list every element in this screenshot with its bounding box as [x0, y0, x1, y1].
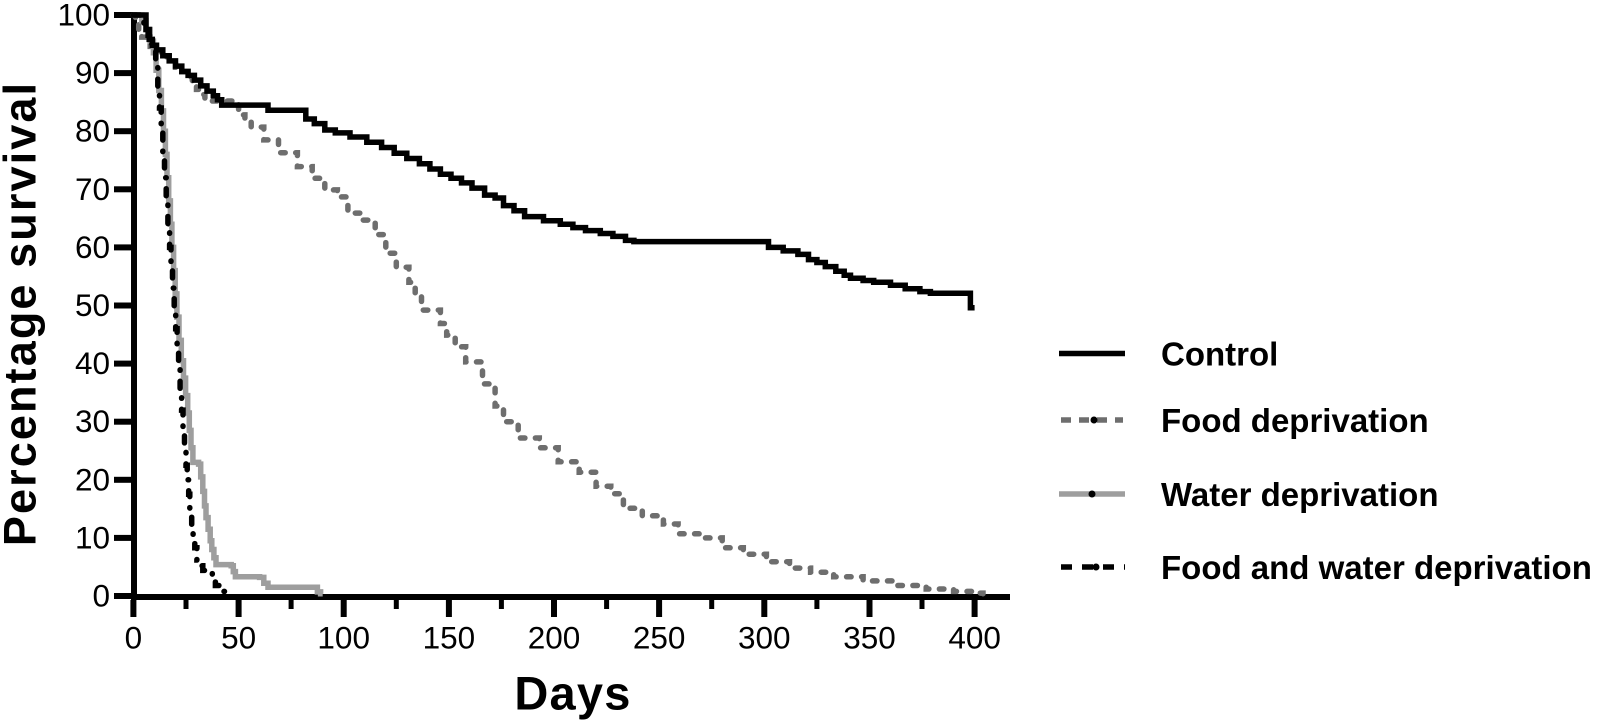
svg-text:100: 100	[57, 0, 110, 33]
svg-text:10: 10	[75, 519, 110, 555]
svg-text:Food deprivation: Food deprivation	[1161, 402, 1429, 439]
svg-text:300: 300	[738, 620, 791, 656]
svg-text:200: 200	[528, 620, 581, 656]
svg-text:Water deprivation: Water deprivation	[1161, 476, 1439, 513]
svg-text:Food and water deprivation: Food and water deprivation	[1161, 549, 1592, 586]
svg-text:20: 20	[75, 461, 110, 497]
svg-text:Percentage survival: Percentage survival	[0, 81, 46, 546]
svg-text:80: 80	[75, 113, 110, 149]
svg-text:70: 70	[75, 171, 110, 207]
svg-text:400: 400	[948, 620, 1001, 656]
svg-text:Days: Days	[514, 667, 631, 720]
svg-text:0: 0	[125, 620, 143, 656]
svg-text:100: 100	[317, 620, 370, 656]
svg-text:250: 250	[633, 620, 686, 656]
svg-text:40: 40	[75, 345, 110, 381]
svg-text:50: 50	[75, 287, 110, 323]
svg-text:0: 0	[92, 578, 110, 614]
svg-text:150: 150	[423, 620, 476, 656]
svg-text:90: 90	[75, 55, 110, 91]
svg-text:50: 50	[221, 620, 256, 656]
svg-text:30: 30	[75, 403, 110, 439]
svg-text:Control: Control	[1161, 336, 1278, 373]
svg-text:350: 350	[843, 620, 896, 656]
svg-text:60: 60	[75, 229, 110, 265]
